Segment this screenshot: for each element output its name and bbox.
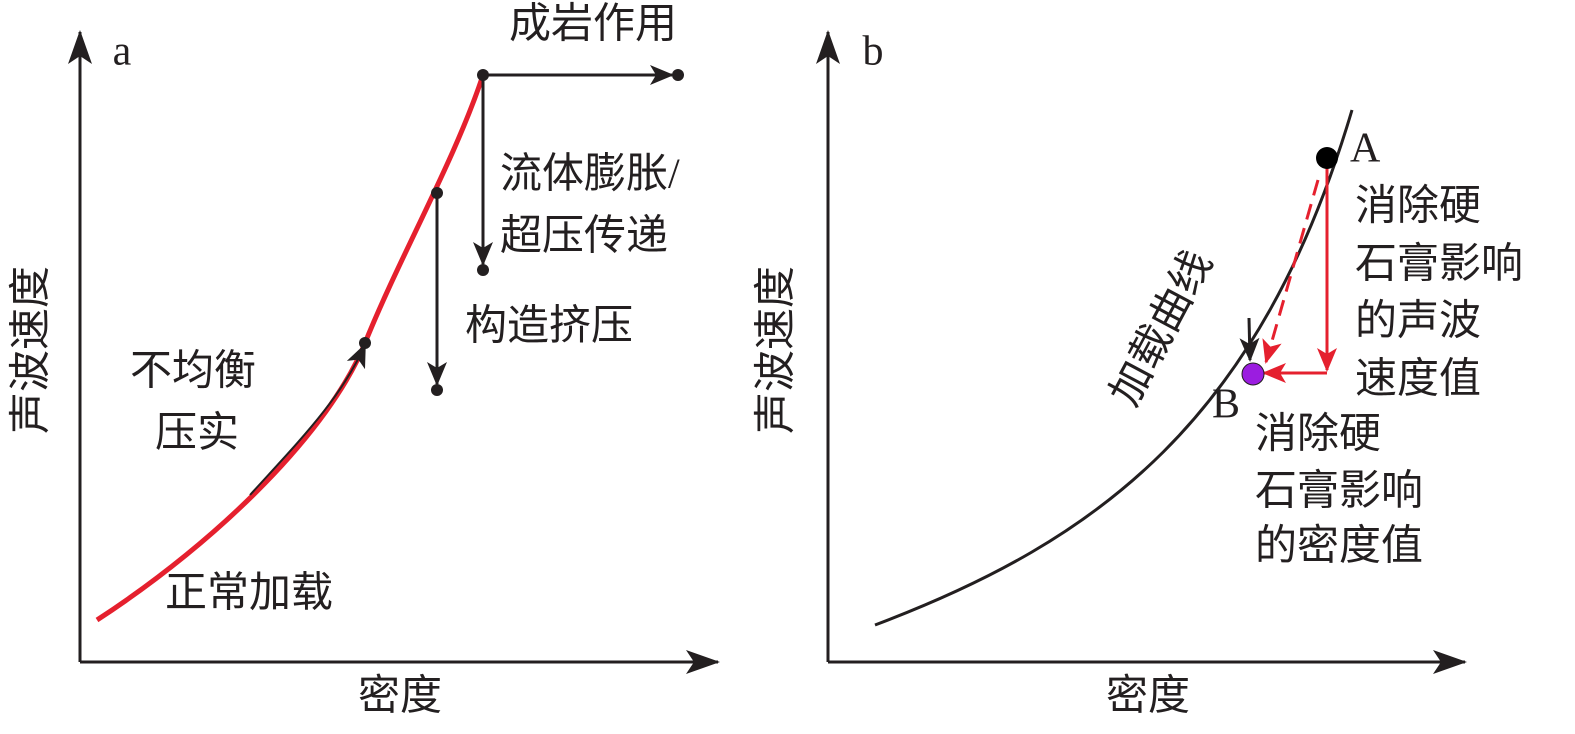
note: 石膏影响 bbox=[1255, 468, 1423, 515]
note: 消除硬 bbox=[1355, 183, 1481, 230]
panel-b: b 声波速度 密度 加载曲线 A B 消除硬 石膏影响 的声波 速度值 消除硬 … bbox=[754, 29, 1523, 720]
panel-label: b bbox=[863, 29, 884, 75]
annotation: 流体膨胀/ bbox=[500, 152, 680, 198]
annotation: 压实 bbox=[155, 410, 239, 457]
y-axis-label: 声波速度 bbox=[754, 266, 800, 434]
note: 的密度值 bbox=[1255, 523, 1423, 570]
points bbox=[359, 69, 684, 396]
annotation: 构造挤压 bbox=[465, 304, 633, 350]
curve-label: 加载曲线 bbox=[1102, 243, 1221, 413]
note: 消除硬 bbox=[1255, 411, 1381, 458]
note: 速度值 bbox=[1355, 357, 1481, 403]
annotation: 不均衡 bbox=[130, 349, 256, 395]
point-b bbox=[1241, 362, 1265, 386]
annotation: 超压传递 bbox=[500, 214, 668, 260]
curve-arrow bbox=[249, 343, 366, 496]
panel-label: a bbox=[113, 29, 132, 75]
point-a bbox=[1316, 147, 1338, 169]
note: 石膏影响 bbox=[1355, 241, 1523, 288]
panel-a: a 声波速度 密度 成岩作用 流体膨胀/ 超压传递 构造挤压 不均衡 压实 正常… bbox=[9, 2, 720, 720]
x-axis-label: 密度 bbox=[358, 673, 442, 720]
loading-curve bbox=[95, 74, 486, 623]
red-dashed-arrow bbox=[1262, 179, 1320, 364]
x-axis-label: 密度 bbox=[1106, 673, 1190, 720]
arrow bbox=[1239, 317, 1260, 362]
point-label: A bbox=[1350, 126, 1381, 172]
loading-curve bbox=[874, 109, 1354, 627]
note: 的声波 bbox=[1355, 299, 1481, 345]
point-label: B bbox=[1212, 382, 1240, 428]
y-axis-label: 声波速度 bbox=[9, 266, 55, 434]
annotation: 正常加载 bbox=[165, 571, 333, 617]
annotation: 成岩作用 bbox=[509, 2, 677, 48]
